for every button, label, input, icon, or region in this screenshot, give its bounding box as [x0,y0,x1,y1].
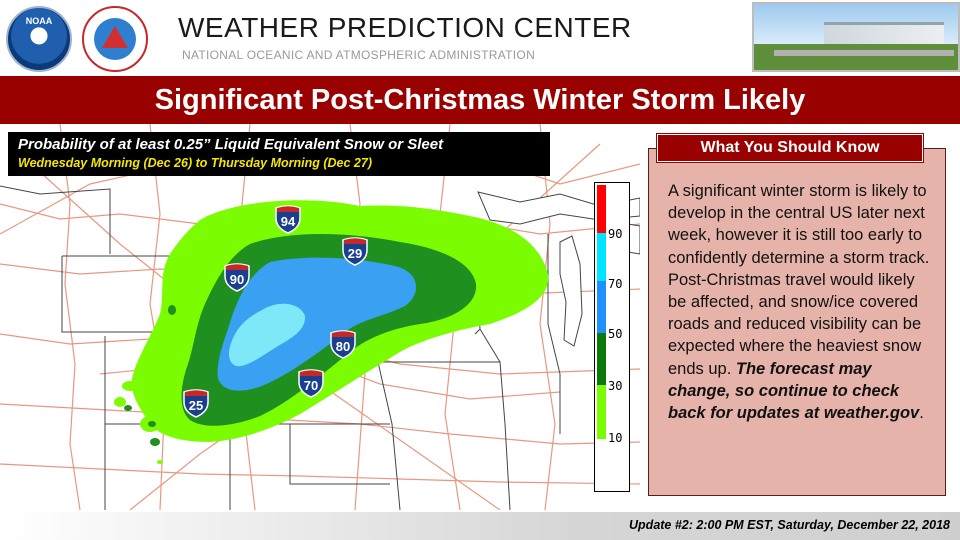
colorbar-segment-10 [597,385,606,439]
legend-line-1: Probability of at least 0.25” Liquid Equ… [18,136,444,153]
colorbar-label: 10 [608,431,623,445]
svg-text:90: 90 [230,272,244,287]
probability-map: 94 29 90 80 70 25 [0,123,641,511]
svg-text:70: 70 [304,378,318,393]
noaa-logo: NOAA [6,6,72,72]
colorbar-segment-50 [597,281,606,333]
colorbar-label: 70 [608,277,623,291]
colorbar-label: 50 [608,327,623,341]
headline-banner: Significant Post-Christmas Winter Storm … [0,76,960,124]
info-panel-title: What You Should Know [656,133,924,163]
colorbar-segment-70 [597,233,606,281]
svg-text:25: 25 [189,398,203,413]
map-svg [0,123,641,511]
colorbar-segment-30 [597,333,606,385]
page-subtitle: NATIONAL OCEANIC AND ATMOSPHERIC ADMINIS… [182,48,536,62]
header: NOAA WEATHER PREDICTION CENTER NATIONAL … [0,0,960,72]
probability-colorbar: 90 70 50 30 10 [594,182,630,492]
interstate-shield-29: 29 [342,237,368,266]
info-panel-text: A significant winter storm is likely to … [668,180,936,424]
interstate-shield-90: 90 [224,263,250,292]
svg-text:29: 29 [348,246,362,261]
footer: Update #2: 2:00 PM EST, Saturday, Decemb… [0,512,960,540]
interstate-shield-80: 80 [330,330,356,359]
contour-70-cyan [229,303,306,367]
colorbar-label: 30 [608,379,623,393]
svg-text:94: 94 [281,214,296,229]
interstate-shield-94: 94 [275,205,301,234]
page-title: WEATHER PREDICTION CENTER [178,12,632,43]
info-body: A significant winter storm is likely to … [668,182,930,378]
headline-text: Significant Post-Christmas Winter Storm … [154,83,806,116]
interstate-shield-70: 70 [298,369,324,398]
info-end: . [919,404,924,423]
svg-text:80: 80 [336,339,350,354]
nws-logo [82,6,148,72]
building-photo [752,2,960,72]
interstate-shield-25: 25 [183,389,209,418]
map-legend-title: Probability of at least 0.25” Liquid Equ… [8,132,550,176]
info-emphasis: The forecast may change, so continue to … [668,359,920,423]
colorbar-segment-90 [597,185,606,233]
colorbar-label: 90 [608,227,623,241]
legend-line-2: Wednesday Morning (Dec 26) to Thursday M… [18,156,372,170]
contour-50-blue [217,257,417,391]
probability-contours [114,200,549,464]
update-timestamp: Update #2: 2:00 PM EST, Saturday, Decemb… [629,518,950,532]
isolated-blobs [114,305,176,464]
